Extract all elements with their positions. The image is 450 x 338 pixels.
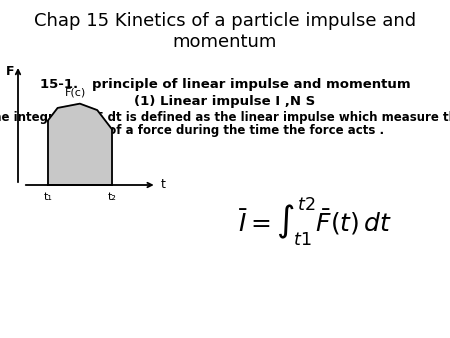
Text: effect of a force during the time the force acts .: effect of a force during the time the fo… — [65, 124, 385, 137]
Text: 15-1.   principle of linear impulse and momentum: 15-1. principle of linear impulse and mo… — [40, 78, 410, 91]
Text: F: F — [6, 65, 15, 78]
Text: F(c): F(c) — [65, 87, 86, 97]
Polygon shape — [48, 104, 112, 185]
Text: t₂: t₂ — [108, 193, 117, 202]
Text: (1) Linear impulse I ,N S: (1) Linear impulse I ,N S — [135, 95, 315, 108]
Text: $\bar{I} = \int_{t1}^{t2} \bar{F}(t)\,dt$: $\bar{I} = \int_{t1}^{t2} \bar{F}(t)\,dt… — [238, 196, 392, 248]
Text: t₁: t₁ — [43, 193, 52, 202]
Text: Chap 15 Kinetics of a particle impulse and
momentum: Chap 15 Kinetics of a particle impulse a… — [34, 12, 416, 51]
Text: t: t — [160, 178, 165, 192]
Text: The integral I =∫F dt is defined as the linear impulse which measure the: The integral I =∫F dt is defined as the … — [0, 111, 450, 124]
